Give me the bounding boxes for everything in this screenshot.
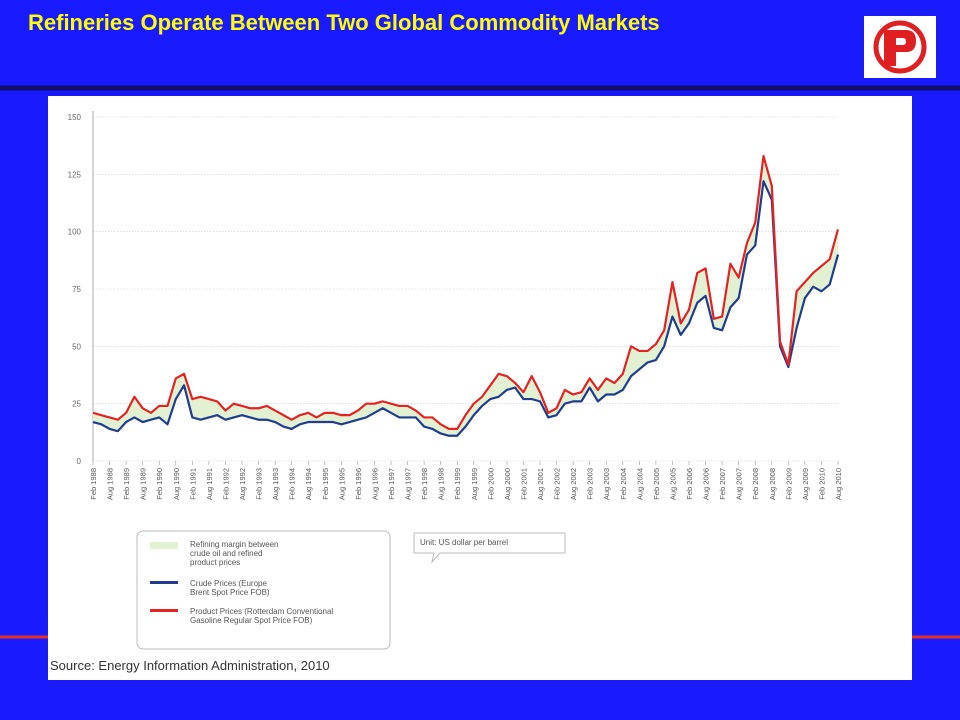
source: Source: Energy Information Administratio… <box>50 658 330 673</box>
y-tick-label: 125 <box>68 170 82 179</box>
x-tick-label: Aug 2000 <box>503 468 512 500</box>
x-tick-label: Aug 2004 <box>635 468 644 500</box>
legend-box <box>136 530 391 650</box>
x-tick-label: Aug 1997 <box>404 468 413 500</box>
x-tick-label: Feb 1989 <box>122 468 131 500</box>
margin-area <box>93 155 838 436</box>
x-tick-label: Feb 2004 <box>619 468 628 500</box>
logo-ring <box>873 20 927 74</box>
x-tick-label: Feb 2003 <box>586 468 595 500</box>
x-tick-label: Aug 1992 <box>238 468 247 500</box>
x-tick-label: Aug 1993 <box>271 468 280 500</box>
x-tick-label: Feb 2000 <box>486 468 495 500</box>
x-tick-label: Aug 2008 <box>768 468 777 500</box>
x-tick-label: Feb 2001 <box>519 468 528 500</box>
legend-product-label: Product Prices (Rotterdam Conventional G… <box>190 607 334 625</box>
x-tick-label: Feb 1992 <box>221 468 230 500</box>
y-tick-label: 50 <box>72 342 81 351</box>
x-tick-label: Feb 1988 <box>89 468 98 500</box>
x-tick-label: Feb 1998 <box>420 468 429 500</box>
x-tick-label: Aug 1994 <box>304 468 313 500</box>
x-tick-label: Feb 2008 <box>751 468 760 500</box>
x-tick-label: Aug 2002 <box>569 468 578 500</box>
unit-note: Unit: US dollar per barrel <box>420 538 509 547</box>
x-tick-label: Aug 2005 <box>668 468 677 500</box>
x-tick-label: Feb 2006 <box>685 468 694 500</box>
slide-title: Refineries Operate Between Two Global Co… <box>28 10 660 35</box>
x-tick-label: Feb 1999 <box>453 468 462 500</box>
x-tick-label: Aug 1999 <box>470 468 479 500</box>
unit-callout <box>413 532 566 564</box>
x-tick-label: Feb 1991 <box>188 468 197 500</box>
legend-area-swatch <box>150 542 178 549</box>
x-tick-label: Feb 2010 <box>817 468 826 500</box>
x-tick-label: Aug 2003 <box>602 468 611 500</box>
legend-product-swatch <box>150 609 178 612</box>
x-tick-label: Feb 2002 <box>553 468 562 500</box>
x-tick-label: Aug 1998 <box>437 468 446 500</box>
legend-crude-label: Crude Prices (Europe Brent Spot Price FO… <box>190 579 270 597</box>
x-tick-label: Aug 2001 <box>536 468 545 500</box>
y-tick-label: 100 <box>68 228 82 237</box>
y-tick-label: 150 <box>68 113 82 122</box>
x-tick-label: Aug 1996 <box>370 468 379 500</box>
series-line <box>92 154 840 430</box>
logo-letter <box>884 30 916 66</box>
series-line <box>92 180 840 437</box>
x-tick-label: Feb 1995 <box>321 468 330 500</box>
x-tick-label: Feb 1993 <box>255 468 264 500</box>
y-tick-label: 25 <box>72 400 81 409</box>
x-tick-label: Aug 2010 <box>834 468 843 500</box>
x-tick-label: Feb 1990 <box>155 468 164 500</box>
x-tick-label: Feb 2009 <box>784 468 793 500</box>
x-tick-label: Feb 1994 <box>288 468 297 500</box>
x-tick-label: Feb 2007 <box>718 468 727 500</box>
x-tick-label: Aug 1991 <box>205 468 214 500</box>
x-tick-label: Feb 1997 <box>387 468 396 500</box>
x-tick-label: Feb 2005 <box>652 468 661 500</box>
x-tick-label: Aug 2007 <box>735 468 744 500</box>
legend-area-label: Refining margin between crude oil and re… <box>190 540 279 567</box>
x-tick-label: Aug 1990 <box>172 468 181 500</box>
x-tick-label: Aug 1995 <box>337 468 346 500</box>
legend-crude-swatch <box>150 581 178 584</box>
x-tick-label: Feb 1996 <box>354 468 363 500</box>
x-tick-label: Aug 2006 <box>702 468 711 500</box>
plot: 0 25 50 75 100 125 150 Feb 1988 Aug 1988 Feb 1989… <box>68 111 843 500</box>
y-tick-label: 75 <box>72 285 81 294</box>
x-tick-label: Aug 1988 <box>106 468 115 500</box>
x-tick-label: Aug 2009 <box>801 468 810 500</box>
x-tick-label: Aug 1989 <box>139 468 148 500</box>
y-tick-label: 0 <box>77 457 82 466</box>
